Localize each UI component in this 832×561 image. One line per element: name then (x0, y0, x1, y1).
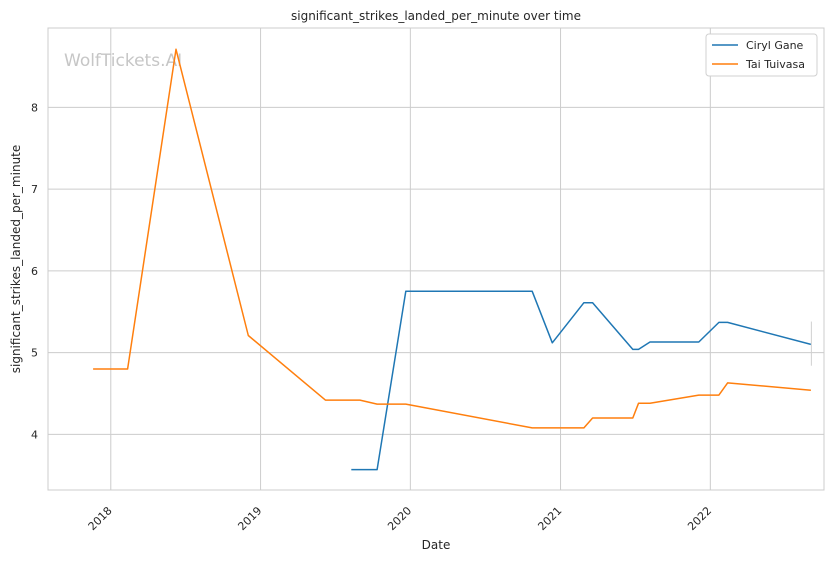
x-tick-label: 2019 (235, 504, 264, 533)
legend-label: Tai Tuivasa (745, 58, 805, 71)
y-tick-label: 7 (31, 183, 38, 196)
plot-frame (47, 27, 825, 491)
y-tick-label: 8 (31, 101, 38, 114)
x-tick-label: 2020 (385, 504, 414, 533)
y-tick-label: 4 (31, 428, 38, 441)
series-lines (93, 48, 812, 471)
y-tick-label: 5 (31, 347, 38, 360)
series-line (93, 48, 811, 429)
series-line (351, 290, 812, 471)
legend: Ciryl Gane Tai Tuivasa (705, 33, 818, 77)
x-tick-label: 2018 (86, 504, 115, 533)
grid (48, 28, 824, 490)
watermark: WolfTickets.AI (64, 51, 182, 71)
x-tick-label: 2022 (685, 504, 714, 533)
legend-label: Ciryl Gane (746, 39, 804, 52)
x-axis-label: Date (422, 538, 451, 552)
x-tick-label: 2021 (535, 504, 564, 533)
y-tick-label: 6 (31, 265, 38, 278)
axis-ticks: 4 5 6 7 8 2018 2019 2020 2021 2022 (31, 101, 714, 533)
y-axis-label: significant_strikes_landed_per_minute (9, 145, 23, 374)
chart-title: significant_strikes_landed_per_minute ov… (291, 9, 581, 23)
